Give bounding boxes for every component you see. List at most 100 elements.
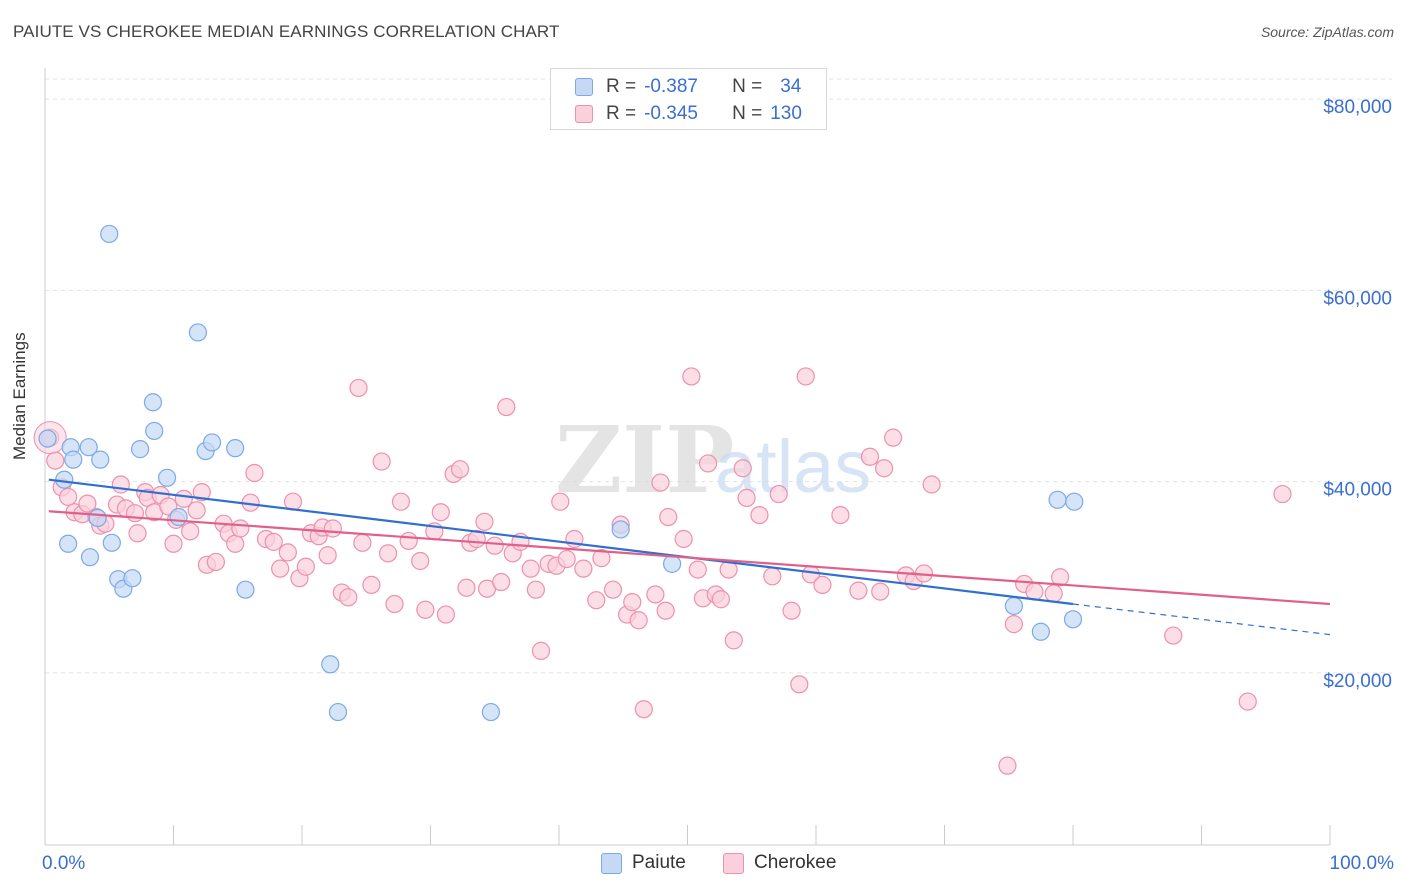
cherokee-point — [883, 428, 903, 447]
legend-item-paiute[interactable]: Paiute — [601, 852, 686, 874]
paiute-point — [38, 429, 57, 448]
paiute-point — [88, 508, 107, 528]
source-label: Source: ZipAtlas.com — [1260, 24, 1394, 40]
cherokee-point — [592, 549, 611, 568]
cherokee-point — [849, 581, 868, 600]
paiute-point — [80, 548, 100, 567]
cherokee-point — [378, 544, 398, 563]
correlation-row-cherokee: R = -0.345 N = 130 — [575, 101, 802, 127]
paiute-point — [321, 655, 340, 674]
cherokee-point — [769, 484, 788, 504]
paiute-point — [79, 438, 98, 457]
cherokee-point — [385, 594, 404, 614]
cherokee-point — [411, 551, 430, 571]
paiute-point — [202, 433, 222, 452]
cherokee-point — [531, 641, 551, 660]
cherokee-point — [497, 397, 516, 417]
cherokee-point — [372, 452, 391, 471]
cherokee-point — [651, 473, 670, 492]
x-tick-label: 100.0% — [1330, 853, 1395, 874]
n-label: N = — [732, 76, 763, 97]
cherokee-point — [349, 378, 368, 398]
x-tick-label: 0.0% — [42, 853, 85, 874]
r-label: R = — [606, 103, 637, 124]
cherokee-point — [1004, 615, 1023, 634]
cherokee-points — [33, 367, 1292, 775]
cherokee-point — [46, 451, 65, 470]
cherokee-point — [813, 575, 832, 595]
cherokee-point — [724, 631, 743, 650]
n-label: N = — [732, 103, 763, 124]
cherokee-point — [659, 507, 678, 527]
cherokee-point — [998, 756, 1017, 775]
paiute-point — [1031, 622, 1050, 641]
cherokee-point — [296, 557, 315, 576]
cherokee-point — [922, 475, 941, 494]
legend-item-cherokee[interactable]: Cherokee — [723, 852, 836, 874]
cherokee-point — [790, 675, 809, 694]
cherokee-point — [475, 512, 494, 531]
paiute-trend-line — [48, 478, 1074, 606]
cherokee-point — [206, 552, 226, 572]
paiute-point — [143, 393, 163, 412]
paiute-point — [1065, 492, 1084, 511]
cherokee-point — [737, 488, 756, 507]
cherokee-point — [782, 601, 801, 620]
chart-title: PAIUTE VS CHEROKEE MEDIAN EARNINGS CORRE… — [13, 22, 560, 41]
cherokee-point — [231, 519, 250, 538]
cherokee-point — [656, 601, 675, 620]
legend-label-cherokee: Cherokee — [754, 852, 837, 873]
axes — [44, 68, 1331, 846]
cherokee-point — [59, 487, 78, 507]
cherokee-point — [485, 536, 504, 555]
paiute-point — [145, 421, 164, 441]
tick-labels: $20,000 $40,000 $60,000 $80,000 0.0% 100.0% — [42, 97, 1394, 874]
paiute-point — [328, 702, 348, 722]
paiute-point — [1004, 596, 1023, 616]
r-label: R = — [606, 76, 637, 97]
paiute-point — [226, 439, 245, 458]
cherokee-point — [492, 572, 511, 592]
cherokee-point — [711, 590, 731, 609]
cherokee-point — [526, 580, 545, 599]
cherokee-point — [278, 543, 297, 562]
cherokee-point — [125, 504, 145, 523]
cherokee-point — [318, 546, 337, 565]
cherokee-point — [271, 559, 290, 578]
cherokee-point — [1273, 484, 1292, 504]
cherokee-point — [264, 532, 283, 551]
cherokee-point — [339, 588, 358, 607]
paiute-point — [169, 507, 188, 527]
cherokee-point — [557, 549, 576, 569]
paiute-point — [481, 702, 500, 722]
r-value: -0.345 — [644, 103, 698, 124]
legend-label-paiute: Paiute — [632, 852, 686, 873]
cherokee-point — [362, 575, 381, 595]
cherokee-point — [450, 460, 470, 479]
cherokee-point — [1238, 692, 1257, 711]
cherokee-point — [796, 367, 815, 386]
bottom-legend: Paiute Cherokee — [0, 852, 1406, 878]
correlation-row-paiute: R = -0.387 N = 34 — [575, 74, 801, 100]
cherokee-legend-swatch — [723, 852, 744, 874]
cherokee-point — [831, 505, 850, 525]
cherokee-trend-line — [48, 510, 1331, 606]
paiute-point — [59, 534, 78, 553]
cherokee-point — [391, 492, 411, 511]
y-tick-label: $60,000 — [1323, 288, 1392, 309]
cherokee-point — [399, 531, 418, 551]
cherokee-point — [353, 533, 372, 552]
r-value: -0.387 — [644, 76, 698, 97]
paiute-point — [55, 470, 74, 489]
cherokee-point — [682, 367, 701, 386]
paiute-point — [236, 580, 255, 599]
cherokee-point — [551, 492, 570, 511]
paiute-point — [130, 440, 150, 459]
correlation-legend-box: R = -0.387 N = 34 R = -0.345 N = 130 — [550, 68, 827, 130]
cherokee-point — [875, 459, 894, 478]
cherokee-point — [1164, 626, 1183, 645]
cherokee-point — [521, 559, 540, 578]
y-axis-label: Median Earnings — [10, 332, 29, 460]
cherokee-point — [181, 522, 200, 541]
